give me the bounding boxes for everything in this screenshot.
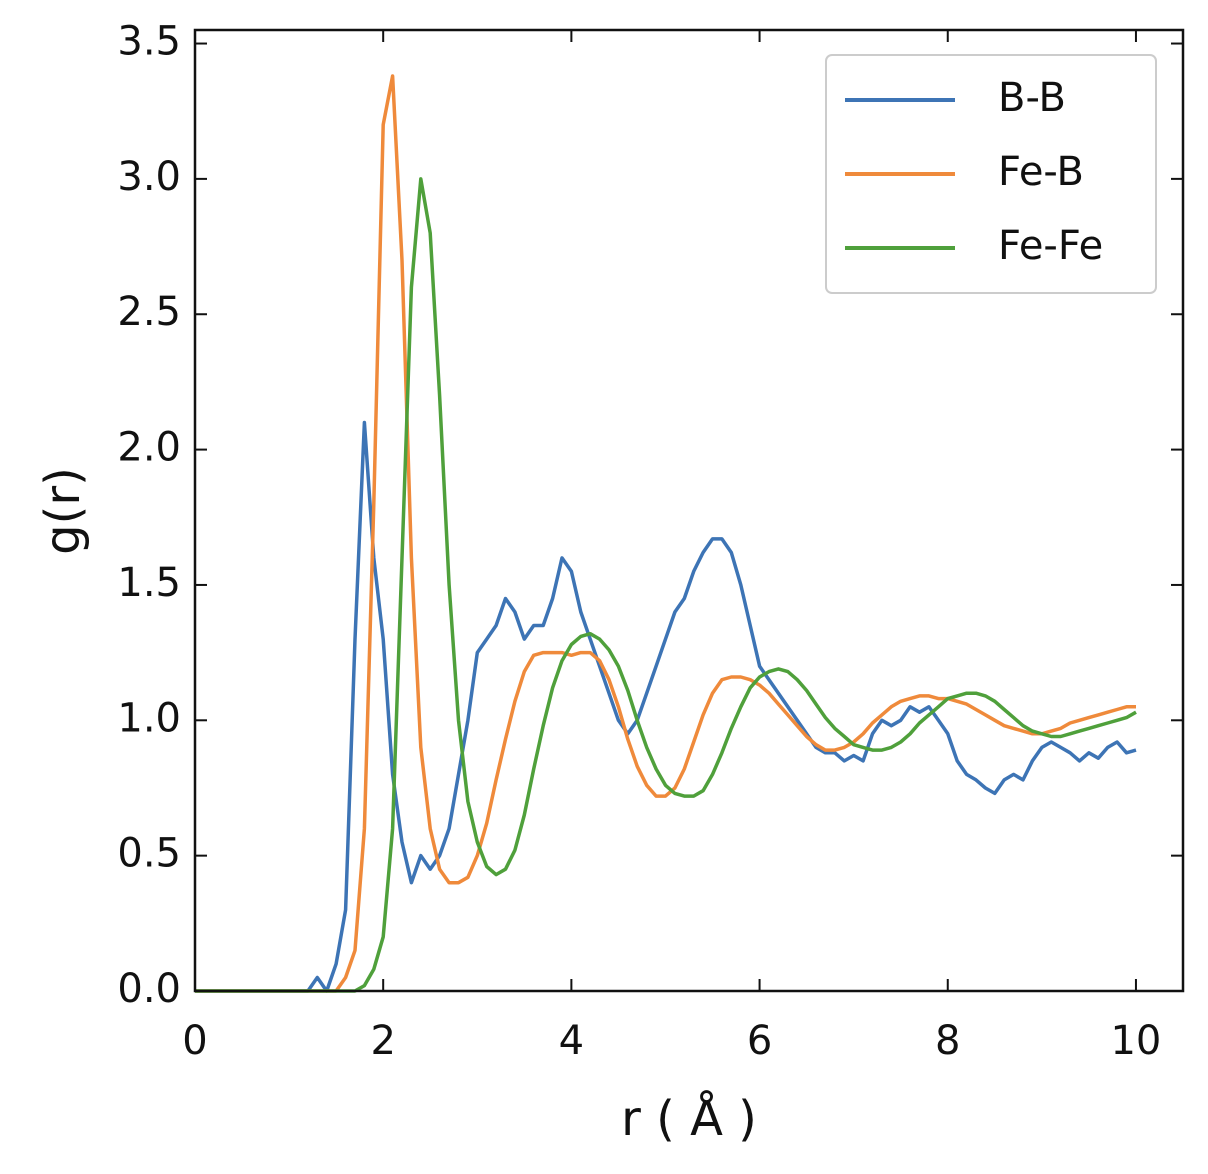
y-axis-label: g(r) <box>35 467 91 555</box>
y-tick-label: 0.0 <box>117 966 181 1012</box>
y-tick-label: 3.5 <box>117 19 181 65</box>
y-tick-label: 3.0 <box>117 154 181 200</box>
legend-box <box>825 54 1157 294</box>
series-line <box>195 74 1136 993</box>
plot-frame <box>193 28 1185 993</box>
y-tick-label: 0.5 <box>117 831 181 877</box>
series-line <box>195 420 1137 993</box>
y-tick-label: 2.0 <box>117 425 181 471</box>
x-tick-label: 6 <box>747 1018 772 1064</box>
y-tick-label: 1.5 <box>117 560 181 606</box>
x-tick-label: 8 <box>935 1018 960 1064</box>
y-tick-label: 2.5 <box>117 289 181 335</box>
legend-label: B-B <box>998 75 1066 121</box>
y-tick-label: 1.0 <box>117 695 181 741</box>
x-tick-label: 10 <box>1110 1018 1161 1064</box>
x-tick-label: 0 <box>182 1018 207 1064</box>
series-line <box>195 177 1137 993</box>
legend-label: Fe-B <box>998 149 1084 195</box>
x-tick-label: 2 <box>370 1018 395 1064</box>
legend-label: Fe-Fe <box>998 223 1103 269</box>
x-tick-label: 4 <box>559 1018 584 1064</box>
x-axis-label: r ( Å ) <box>621 1090 757 1147</box>
